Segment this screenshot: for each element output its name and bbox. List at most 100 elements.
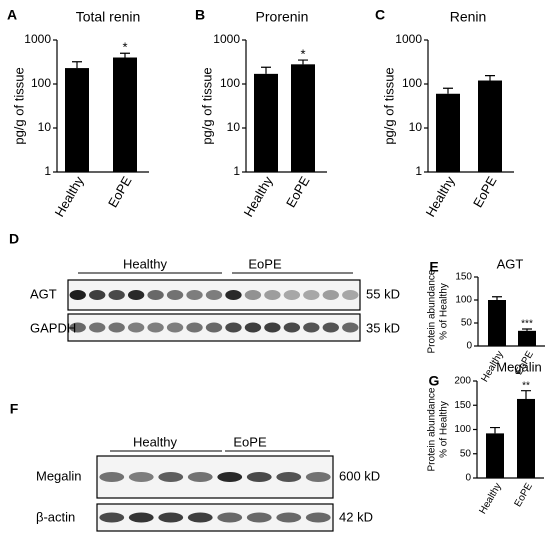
blot-band (283, 322, 301, 333)
size-label: 42 kD (339, 509, 373, 524)
blot-band (147, 322, 164, 333)
row-label: Megalin (36, 468, 82, 483)
blot-band (186, 322, 203, 333)
blot-band (127, 322, 145, 333)
blot-band (244, 322, 262, 333)
x-tick-label: EoPE (283, 173, 313, 210)
y-tick-label: 150 (454, 400, 471, 411)
blot-band (303, 322, 320, 333)
blot-band (187, 512, 213, 523)
group-label: EoPE (248, 256, 282, 271)
blot-band (69, 322, 86, 333)
row-label: β-actin (36, 509, 75, 524)
error-bar (490, 426, 500, 434)
x-tick-label: EoPE (105, 173, 135, 210)
blot-band (99, 512, 125, 523)
blot-band (89, 322, 106, 333)
blot-band (147, 290, 164, 300)
blot-band (108, 322, 125, 333)
chart-title: AGT (497, 256, 524, 271)
panel-label: E (429, 259, 438, 275)
group-label: Healthy (133, 434, 178, 449)
significance: * (300, 46, 305, 61)
x-tick-label: EoPE (470, 173, 500, 210)
blot-band (187, 472, 213, 482)
y-tick-label: 150 (455, 272, 472, 283)
blot-band (342, 290, 359, 300)
y-tick-label: 10 (409, 120, 423, 134)
bar (254, 73, 278, 172)
blot-band (322, 290, 339, 300)
y-tick-label: 0 (466, 341, 472, 352)
blot-band (276, 472, 302, 482)
blot-band (128, 472, 154, 482)
size-label: 600 kD (339, 468, 380, 483)
bar (488, 300, 506, 346)
blot-band (166, 322, 184, 333)
error-bar (120, 52, 130, 58)
blot-band (322, 322, 339, 333)
y-tick-label: 1000 (24, 32, 51, 46)
blot-band (264, 322, 281, 333)
bar (478, 80, 502, 172)
bar (486, 433, 504, 478)
panel-label: B (195, 7, 205, 23)
blot-band (276, 512, 302, 523)
blot-band (99, 472, 125, 482)
y-tick-label: 1 (44, 164, 51, 178)
error-bar (443, 87, 453, 94)
y-tick-label: 200 (454, 376, 471, 387)
blot-band (128, 512, 154, 523)
x-tick-label: Healthy (241, 173, 276, 219)
blot-band (158, 472, 184, 482)
panel-label: C (375, 7, 385, 23)
error-bar (261, 66, 271, 74)
y-tick-label: 10 (38, 120, 52, 134)
blot-band (225, 322, 242, 333)
y-tick-label: 1000 (213, 32, 240, 46)
blot-band (166, 290, 184, 300)
y-tick-label: 100 (455, 295, 472, 306)
y-axis-label: Protein abundance (427, 269, 438, 353)
panel-label: D (9, 231, 19, 247)
significance: ** (522, 380, 530, 391)
blot-band (246, 472, 272, 482)
blot-band (69, 290, 86, 300)
blot-band (342, 322, 359, 333)
blot-band (186, 290, 203, 300)
y-tick-label: 100 (220, 76, 240, 90)
blot-band (303, 290, 320, 300)
blot-band (89, 290, 106, 300)
blot-band (264, 290, 281, 300)
y-tick-label: 100 (454, 424, 471, 435)
blot-band (283, 290, 301, 300)
y-axis-label: % of Healthy (439, 401, 450, 458)
group-label: Healthy (123, 256, 168, 271)
y-axis-label: pg/g of tissue (11, 67, 26, 144)
error-bar (485, 75, 495, 81)
blot-band (244, 290, 262, 300)
chart-title: Prorenin (256, 9, 309, 25)
blot-band (305, 472, 331, 482)
x-tick-label: EoPE (513, 481, 535, 509)
significance: *** (521, 319, 533, 330)
y-tick-label: 1 (233, 164, 240, 178)
bar (436, 93, 460, 172)
panel-label: G (429, 373, 440, 389)
y-tick-label: 50 (461, 318, 473, 329)
error-bar (72, 61, 82, 69)
blot-band (225, 290, 242, 300)
bar (517, 398, 535, 478)
y-tick-label: 100 (31, 76, 51, 90)
y-tick-label: 1 (415, 164, 422, 178)
y-axis-label: pg/g of tissue (199, 67, 214, 144)
x-tick-label: Healthy (52, 173, 87, 219)
y-axis-label: % of Healthy (439, 283, 450, 340)
row-label: AGT (30, 286, 57, 301)
bar (518, 330, 536, 346)
error-bar (521, 390, 531, 399)
row-label: GAPDH (30, 320, 76, 335)
chart-title: Renin (450, 9, 487, 25)
blot-band (246, 512, 272, 523)
blot-band (205, 322, 223, 333)
